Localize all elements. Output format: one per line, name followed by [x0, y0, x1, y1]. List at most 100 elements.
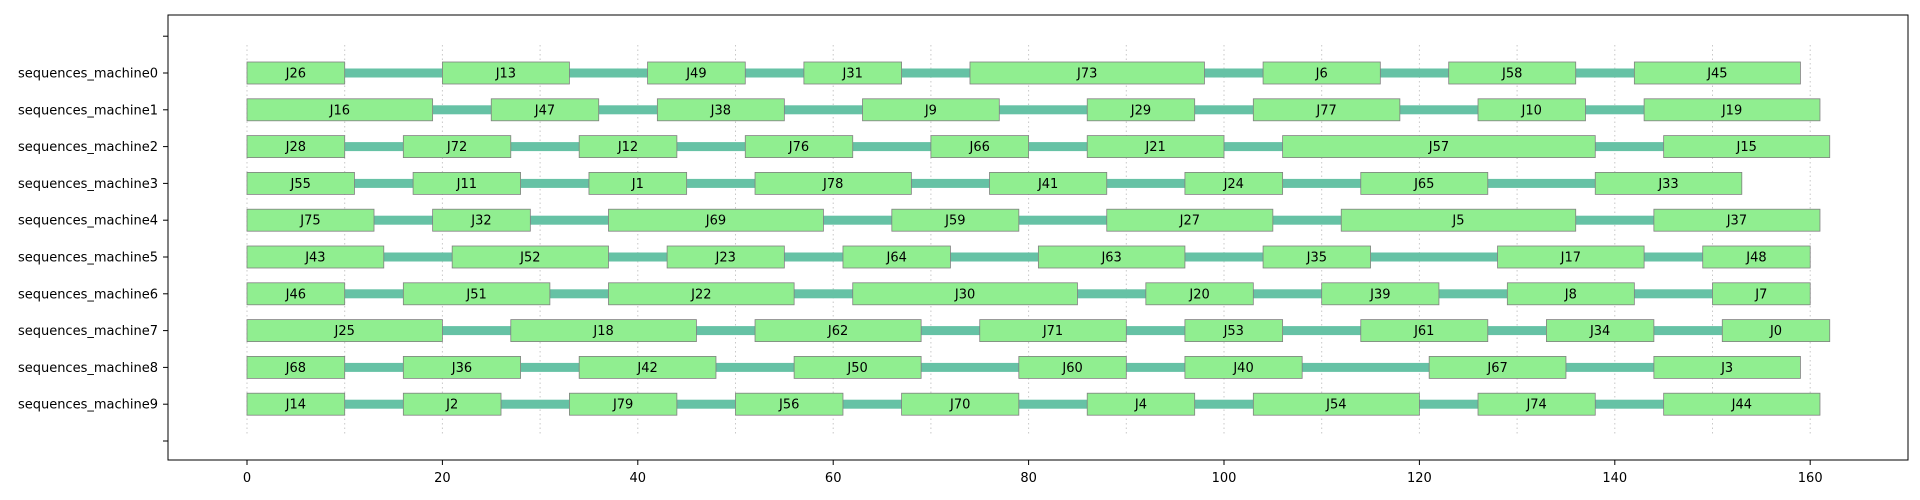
job-bar	[569, 392, 678, 416]
idle-gap-bar	[442, 326, 511, 336]
machine-row: J16 J47 J38 J9 J29 J77 J10 J19	[246, 98, 1821, 122]
job-label: J9	[924, 103, 937, 118]
job-label: J74	[1525, 398, 1546, 413]
job-label: J37	[1726, 214, 1747, 229]
idle-gap-bar	[1224, 142, 1283, 152]
job-bar	[1340, 208, 1577, 232]
idle-gap-bar	[1370, 252, 1498, 262]
idle-gap-bar	[686, 178, 756, 188]
job-label: J42	[636, 361, 657, 376]
job-bar	[1653, 355, 1801, 379]
job-label: J17	[1560, 251, 1581, 266]
job-bar	[1653, 208, 1821, 232]
job-label: J31	[842, 67, 863, 82]
job-label: J32	[470, 214, 491, 229]
job-label: J15	[1735, 140, 1756, 155]
job-bar	[578, 135, 678, 159]
idle-gap-bar	[510, 142, 580, 152]
job-label: J13	[495, 67, 516, 82]
idle-gap-bar	[344, 289, 404, 299]
idle-gap-bar	[1399, 105, 1479, 115]
job-bar	[246, 135, 346, 159]
job-label: J67	[1486, 361, 1507, 376]
idle-gap-bar	[852, 142, 931, 152]
job-label: J29	[1130, 103, 1151, 118]
job-label: J39	[1369, 287, 1390, 302]
idle-gap-bar	[1018, 215, 1107, 225]
job-bar	[402, 392, 502, 416]
job-bar	[1428, 355, 1567, 379]
job-label: J20	[1188, 287, 1209, 302]
job-label: J56	[778, 398, 799, 413]
job-bar	[1448, 61, 1577, 85]
job-bar	[246, 355, 346, 379]
job-label: J1	[631, 177, 644, 192]
idle-gap-bar	[344, 362, 404, 372]
idle-gap-bar	[520, 362, 580, 372]
job-bar	[588, 171, 688, 195]
job-bar	[1262, 61, 1381, 85]
job-label: J65	[1413, 177, 1434, 192]
job-bar	[666, 245, 785, 269]
job-label: J45	[1706, 67, 1727, 82]
job-label: J61	[1413, 324, 1434, 339]
idle-gap-bar	[1028, 142, 1088, 152]
job-label: J54	[1325, 398, 1346, 413]
job-label: J68	[285, 361, 306, 376]
job-label: J77	[1315, 103, 1336, 118]
x-tick-label: 40	[630, 471, 647, 486]
idle-gap-bar	[1126, 326, 1185, 336]
idle-gap-bar	[794, 289, 853, 299]
idle-gap-bar	[1565, 362, 1654, 372]
job-label: J8	[1564, 287, 1577, 302]
idle-gap-bar	[501, 399, 570, 409]
job-bar	[969, 61, 1205, 85]
x-tick-label: 20	[434, 471, 451, 486]
y-tick-label: sequences_machine9	[18, 398, 158, 413]
idle-gap-bar	[1380, 68, 1449, 78]
job-label: J63	[1100, 251, 1121, 266]
x-tick-label: 0	[243, 471, 251, 486]
job-bar	[1184, 319, 1284, 343]
idle-gap-bar	[842, 399, 902, 409]
idle-gap-bar	[1302, 362, 1430, 372]
job-bar	[1663, 135, 1831, 159]
idle-gap-bar	[1282, 326, 1361, 336]
y-tick-label: sequences_machine4	[18, 214, 158, 229]
x-tick-label: 80	[1020, 471, 1037, 486]
job-label: J10	[1521, 103, 1542, 118]
job-label: J64	[886, 251, 907, 266]
y-tick-label: sequences_machine5	[18, 251, 158, 266]
job-bar	[402, 282, 551, 306]
job-bar	[862, 98, 1000, 122]
job-label: J3	[1720, 361, 1733, 376]
job-bar	[1633, 61, 1801, 85]
idle-gap-bar	[383, 252, 453, 262]
job-bar	[1477, 392, 1596, 416]
job-bar	[246, 61, 346, 85]
job-label: J53	[1223, 324, 1244, 339]
idle-gap-bar	[344, 399, 404, 409]
job-bar	[432, 208, 531, 232]
machine-row: J68 J36 J42 J50 J60 J40 J67 J3	[246, 355, 1801, 379]
job-label: J66	[969, 140, 990, 155]
job-label: J78	[822, 177, 843, 192]
machine-row: J46 J51 J22 J30 J20 J39 J8 J7	[246, 282, 1811, 306]
machine-row: J25 J18 J62 J71 J53 J61 J34 J0	[246, 319, 1831, 343]
machine-row: J14 J2 J79 J56 J70 J4 J54 J74 J44	[246, 392, 1821, 416]
job-label: J23	[715, 251, 736, 266]
idle-gap-bar	[1634, 289, 1713, 299]
job-bar	[1037, 245, 1186, 269]
job-label: J57	[1428, 140, 1449, 155]
job-bar	[1086, 135, 1225, 159]
job-label: J30	[954, 287, 975, 302]
job-bar	[735, 392, 844, 416]
job-label: J22	[690, 287, 711, 302]
job-label: J36	[451, 361, 472, 376]
job-bar	[490, 98, 600, 122]
job-bar	[246, 319, 443, 343]
job-bar	[1360, 171, 1489, 195]
job-label: J76	[788, 140, 809, 155]
idle-gap-bar	[676, 399, 736, 409]
idle-gap-bar	[1585, 105, 1645, 115]
